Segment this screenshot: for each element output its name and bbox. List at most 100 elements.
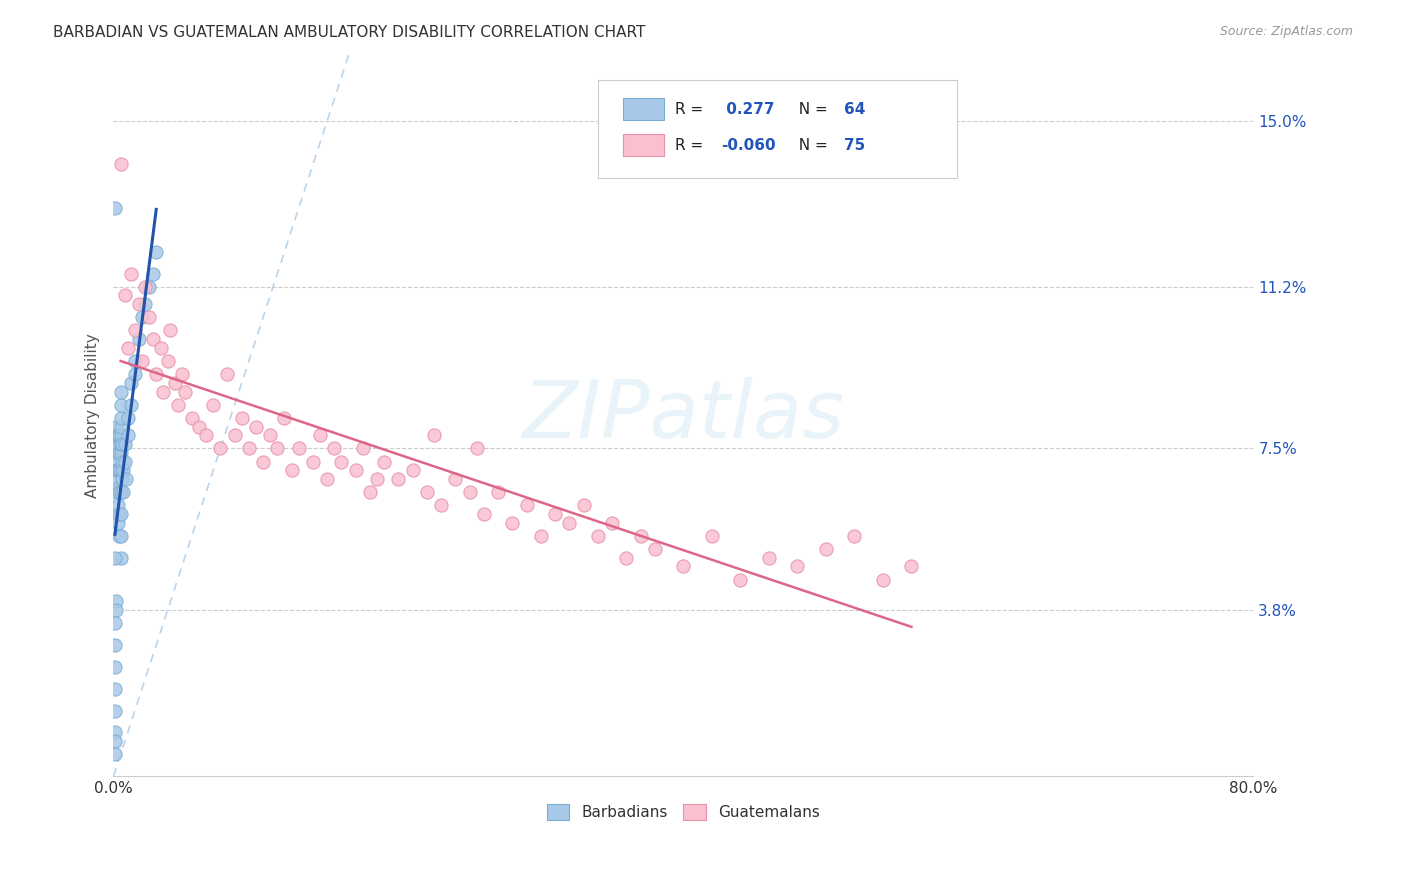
Point: [814, 541, 837, 556]
Point: [872, 573, 894, 587]
Point: [108, 463, 131, 477]
Point: [644, 541, 666, 556]
Text: BARBADIAN VS GUATEMALAN AMBULATORY DISABILITY CORRELATION CHART: BARBADIAN VS GUATEMALAN AMBULATORY DISAB…: [53, 25, 645, 40]
Point: [110, 507, 132, 521]
Text: -0.060: -0.060: [721, 137, 776, 153]
Point: [105, 463, 128, 477]
Point: [131, 310, 153, 325]
Point: [104, 201, 127, 215]
Point: [105, 419, 128, 434]
Point: [108, 485, 131, 500]
Point: [110, 485, 132, 500]
Point: [110, 419, 132, 434]
Point: [105, 594, 128, 608]
Point: [104, 550, 127, 565]
Point: [145, 244, 167, 259]
Point: [530, 529, 553, 543]
Point: [359, 485, 381, 500]
Point: [128, 332, 150, 346]
Point: [104, 454, 127, 468]
Point: [217, 367, 239, 381]
Point: [110, 463, 132, 477]
Point: [209, 442, 232, 456]
Point: [572, 498, 595, 512]
Point: [156, 354, 179, 368]
Point: [108, 428, 131, 442]
Point: [149, 341, 172, 355]
Point: [616, 550, 638, 565]
Point: [110, 428, 132, 442]
Point: [110, 410, 132, 425]
Point: [316, 472, 339, 486]
Point: [266, 442, 288, 456]
Point: [252, 454, 274, 468]
Point: [444, 472, 467, 486]
Point: [844, 529, 866, 543]
Point: [117, 341, 139, 355]
Point: [259, 428, 281, 442]
Text: 0.277: 0.277: [721, 102, 775, 117]
Point: [117, 410, 139, 425]
Point: [387, 472, 409, 486]
Point: [104, 725, 127, 739]
Point: [672, 559, 695, 574]
Point: [111, 437, 134, 451]
Point: [120, 398, 142, 412]
Text: 75: 75: [844, 137, 866, 153]
Point: [373, 454, 395, 468]
Point: [110, 446, 132, 460]
Point: [366, 472, 388, 486]
Point: [402, 463, 425, 477]
Point: [105, 442, 128, 456]
Point: [104, 638, 127, 652]
Point: [516, 498, 538, 512]
Point: [245, 419, 267, 434]
Point: [586, 529, 609, 543]
Point: [107, 498, 129, 512]
Point: [110, 157, 132, 171]
Point: [104, 437, 127, 451]
Point: [352, 442, 374, 456]
Point: [107, 516, 129, 530]
Point: [111, 454, 134, 468]
Point: [558, 516, 581, 530]
Text: R =: R =: [675, 137, 709, 153]
Point: [145, 367, 167, 381]
Point: [330, 454, 353, 468]
Point: [287, 442, 309, 456]
Point: [120, 267, 142, 281]
Point: [110, 384, 132, 399]
Point: [105, 428, 128, 442]
Point: [416, 485, 439, 500]
Point: [224, 428, 246, 442]
Point: [120, 376, 142, 390]
Point: [110, 437, 132, 451]
Point: [107, 463, 129, 477]
Text: R =: R =: [675, 102, 709, 117]
Y-axis label: Ambulatory Disability: Ambulatory Disability: [86, 334, 100, 498]
Point: [280, 463, 302, 477]
Point: [458, 485, 481, 500]
Point: [238, 442, 260, 456]
Point: [105, 603, 128, 617]
Point: [202, 398, 225, 412]
FancyBboxPatch shape: [598, 80, 957, 178]
Point: [104, 660, 127, 674]
Text: 64: 64: [844, 102, 866, 117]
Point: [124, 354, 146, 368]
Point: [630, 529, 652, 543]
Point: [114, 454, 136, 468]
Point: [131, 354, 153, 368]
Point: [107, 481, 129, 495]
Point: [111, 472, 134, 486]
Point: [786, 559, 808, 574]
Point: [501, 516, 523, 530]
Point: [115, 472, 138, 486]
Point: [134, 297, 156, 311]
Point: [114, 288, 136, 302]
Point: [323, 442, 346, 456]
Point: [273, 410, 295, 425]
Point: [107, 428, 129, 442]
Point: [302, 454, 325, 468]
Point: [112, 463, 135, 477]
